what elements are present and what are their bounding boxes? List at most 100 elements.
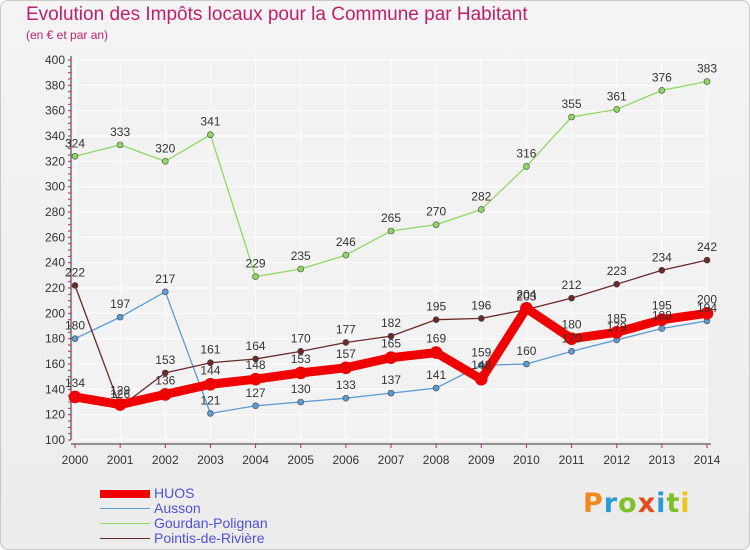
legend-item-gourdan-polignan[interactable]: Gourdan-Polignan	[100, 516, 360, 531]
data-label: 223	[607, 264, 627, 278]
data-label: 127	[246, 386, 266, 400]
data-label: 161	[200, 343, 220, 357]
data-label: 170	[562, 331, 582, 345]
data-label: 130	[291, 382, 311, 396]
data-point	[161, 369, 169, 377]
data-label: 134	[65, 376, 85, 390]
legend-swatch-pointis-de-riviere	[100, 538, 150, 539]
y-tick-label: 360	[45, 104, 65, 118]
legend-item-ausson[interactable]: Ausson	[100, 501, 360, 516]
data-point	[71, 282, 79, 289]
data-point	[252, 355, 259, 363]
data-point	[523, 163, 530, 170]
data-point	[297, 398, 305, 406]
x-tick-label: 2010	[513, 453, 540, 467]
data-point	[658, 87, 666, 94]
data-label: 129	[110, 384, 130, 398]
data-label: 137	[381, 373, 401, 387]
data-point	[432, 221, 440, 228]
data-point	[477, 315, 485, 322]
data-label: 159	[471, 345, 491, 359]
data-point	[565, 332, 578, 345]
x-tick-label: 2004	[242, 453, 269, 467]
data-label: 316	[516, 146, 536, 160]
legend-item-huos[interactable]: HUOS	[100, 486, 360, 501]
data-label: 246	[336, 235, 356, 249]
data-label: 229	[246, 257, 266, 271]
x-tick-label: 2002	[152, 453, 179, 467]
data-point	[703, 78, 711, 85]
data-label: 341	[200, 115, 220, 129]
data-point	[161, 288, 169, 296]
legend: HUOS Ausson Gourdan-Polignan Pointis-de-…	[100, 486, 360, 546]
data-point	[207, 359, 214, 367]
legend-item-pointis-de-riviere[interactable]: Pointis-de-Rivière	[100, 531, 360, 546]
x-tick-label: 2009	[468, 453, 495, 467]
x-tick-label: 2014	[694, 453, 721, 467]
data-point	[387, 389, 395, 397]
data-label: 270	[426, 205, 446, 219]
data-point	[342, 394, 350, 402]
data-point	[432, 384, 440, 392]
data-label: 195	[426, 300, 446, 314]
brand-letter: i	[656, 488, 667, 519]
data-point	[523, 360, 530, 368]
y-tick-label: 260	[45, 230, 65, 244]
data-label: 121	[200, 393, 220, 407]
data-point	[68, 390, 82, 404]
data-label: 355	[562, 97, 582, 111]
data-label: 188	[652, 309, 672, 323]
data-point	[71, 152, 79, 160]
data-point	[520, 301, 533, 315]
data-point	[613, 280, 621, 288]
legend-swatch-huos	[100, 490, 150, 498]
data-label: 333	[110, 125, 130, 139]
data-label: 361	[607, 89, 627, 103]
legend-label-pointis-de-riviere: Pointis-de-Rivière	[154, 530, 265, 546]
data-point	[204, 377, 217, 391]
x-tick-label: 2008	[423, 453, 450, 467]
data-label: 170	[291, 331, 311, 345]
data-point	[116, 313, 124, 321]
data-label: 383	[697, 62, 717, 76]
data-label: 160	[516, 344, 536, 358]
data-point	[342, 339, 350, 346]
data-point	[384, 351, 398, 364]
data-point	[568, 113, 575, 121]
y-tick-label: 300	[45, 180, 65, 194]
y-tick-label: 320	[45, 154, 65, 168]
chart-title: Evolution des Impôts locaux pour la Comm…	[26, 4, 528, 25]
x-tick-label: 2006	[333, 453, 360, 467]
data-point	[474, 372, 488, 386]
data-point	[700, 307, 714, 320]
y-tick-label: 340	[45, 129, 65, 143]
x-tick-label: 2013	[649, 453, 676, 467]
data-point	[610, 326, 624, 339]
brand-letter: P	[583, 488, 604, 519]
data-point	[658, 266, 666, 274]
y-tick-label: 140	[45, 382, 65, 396]
data-label: 153	[291, 352, 311, 366]
proxiti-logo: Proxiti	[583, 488, 691, 519]
data-point	[158, 388, 172, 401]
data-label: 182	[381, 316, 401, 330]
legend-label-ausson: Ausson	[154, 500, 201, 516]
y-tick-label: 400	[45, 53, 65, 67]
data-label: 141	[426, 368, 446, 382]
data-point	[387, 227, 395, 235]
x-tick-label: 2000	[62, 453, 89, 467]
data-label: 164	[246, 339, 266, 353]
legend-label-huos: HUOS	[154, 485, 195, 501]
y-tick-label: 100	[45, 433, 65, 447]
data-label: 222	[65, 265, 85, 279]
x-tick-label: 2005	[287, 453, 314, 467]
data-label: 148	[246, 358, 266, 372]
data-point	[613, 106, 621, 113]
legend-swatch-ausson	[100, 508, 150, 509]
data-point	[342, 251, 350, 259]
data-label: 133	[336, 378, 356, 392]
data-point	[252, 273, 259, 280]
legend-swatch-gourdan-polignan	[100, 523, 150, 524]
y-tick-label: 220	[45, 281, 65, 295]
data-label: 320	[155, 141, 175, 155]
